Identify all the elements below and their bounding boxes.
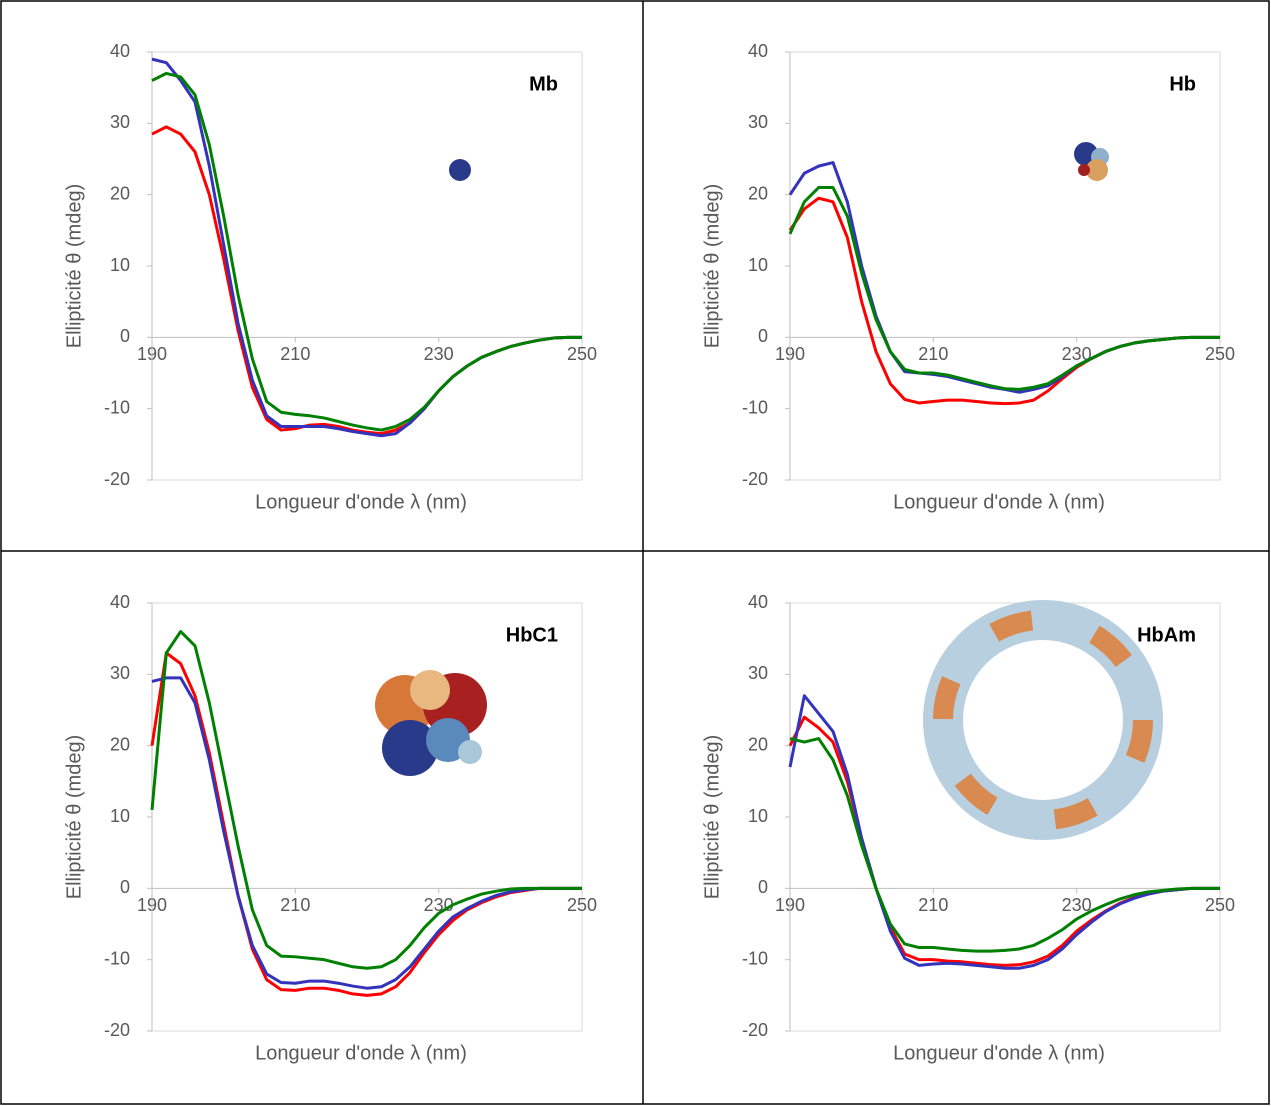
data-line (788, 161, 1220, 394)
y-tick-label: 0 (120, 877, 130, 897)
annotation: Mb (529, 73, 558, 95)
y-tick-label: 0 (758, 877, 768, 897)
data-line (150, 651, 582, 997)
y-tick-label: -20 (742, 1020, 768, 1040)
annotation: Hb (1169, 73, 1196, 95)
data-line (151, 71, 582, 432)
x-tick-label: 230 (1062, 344, 1092, 364)
y-tick-label: 10 (110, 255, 130, 275)
x-tick-label: 210 (918, 344, 948, 364)
y-tick-label: -20 (742, 469, 768, 489)
data-line (150, 630, 582, 970)
y-tick-label: 40 (748, 592, 768, 612)
y-tick-label: 40 (110, 592, 130, 612)
data-line (151, 676, 582, 990)
x-axis-title: Longueur d'onde λ (nm) (255, 1042, 467, 1064)
plot-area (151, 51, 583, 481)
y-axis-title: Ellipticité θ (mdeg) (701, 735, 723, 900)
data-line (151, 57, 582, 438)
y-tick-label: 0 (758, 326, 768, 346)
annotation: HbAm (1137, 624, 1196, 646)
x-axis-title: Longueur d'onde λ (nm) (893, 1042, 1105, 1064)
y-tick-label: -10 (104, 397, 130, 417)
protein-icon (375, 142, 1163, 840)
y-axis-title: Ellipticité θ (mdeg) (701, 184, 723, 349)
data-line (789, 737, 1220, 953)
y-tick-label: 20 (110, 734, 130, 754)
y-tick-label: 30 (748, 663, 768, 683)
x-tick-label: 250 (567, 344, 597, 364)
data-line (788, 694, 1220, 970)
y-tick-label: 30 (748, 112, 768, 132)
y-tick-label: 20 (748, 734, 768, 754)
x-axis-title: Longueur d'onde λ (nm) (893, 491, 1105, 513)
x-tick-label: 230 (424, 344, 454, 364)
y-tick-label: -10 (742, 948, 768, 968)
x-tick-label: 210 (918, 895, 948, 915)
x-tick-label: 230 (1062, 895, 1092, 915)
y-tick-label: 10 (748, 255, 768, 275)
y-axis-title: Ellipticité θ (mdeg) (63, 184, 85, 349)
x-tick-label: 250 (1205, 895, 1235, 915)
y-tick-label: -10 (104, 948, 130, 968)
x-tick-label: 250 (1205, 344, 1235, 364)
y-tick-label: 30 (110, 112, 130, 132)
annotation: HbC1 (506, 624, 558, 646)
y-tick-label: 40 (748, 41, 768, 61)
y-tick-label: 0 (120, 326, 130, 346)
x-tick-label: 250 (567, 895, 597, 915)
y-tick-label: 40 (110, 41, 130, 61)
y-tick-label: 30 (110, 663, 130, 683)
y-tick-label: 20 (748, 183, 768, 203)
x-tick-label: 210 (280, 344, 310, 364)
y-tick-label: 20 (110, 183, 130, 203)
x-tick-label: 210 (280, 895, 310, 915)
y-tick-label: -20 (104, 1020, 130, 1040)
y-axis-title: Ellipticité θ (mdeg) (63, 735, 85, 900)
y-tick-label: 10 (110, 806, 130, 826)
y-tick-label: -20 (104, 469, 130, 489)
y-tick-label: -10 (742, 397, 768, 417)
x-axis-title: Longueur d'onde λ (nm) (255, 491, 467, 513)
y-tick-label: 10 (748, 806, 768, 826)
data-line (788, 186, 1220, 391)
